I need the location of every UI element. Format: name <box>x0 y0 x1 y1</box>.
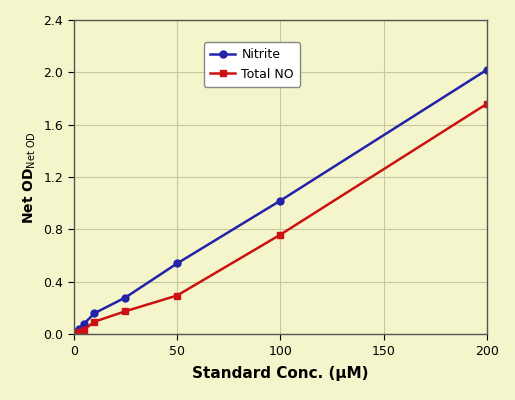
Total NO <box>73 330 79 335</box>
Total NO <box>81 327 87 332</box>
Nitrite <box>81 321 87 326</box>
Total NO <box>277 232 283 237</box>
Legend: Nitrite, Total NO: Nitrite, Total NO <box>204 42 300 87</box>
Total NO <box>76 329 82 334</box>
Line: Nitrite: Nitrite <box>71 66 490 338</box>
Total NO <box>91 319 97 324</box>
Total NO <box>174 293 180 298</box>
Total NO <box>484 102 490 106</box>
Nitrite <box>484 68 490 72</box>
Y-axis label: Net OD$_{\mathrm{Net\ OD}}$: Net OD$_{\mathrm{Net\ OD}}$ <box>22 131 38 224</box>
Nitrite <box>123 295 129 300</box>
X-axis label: Standard Conc. (μM): Standard Conc. (μM) <box>192 366 369 381</box>
Total NO <box>71 332 77 336</box>
Total NO <box>123 309 129 314</box>
Nitrite <box>76 326 82 331</box>
Nitrite <box>73 329 79 334</box>
Line: Total NO: Total NO <box>71 100 490 338</box>
Nitrite <box>174 261 180 266</box>
Nitrite <box>277 198 283 203</box>
Nitrite <box>71 332 77 336</box>
Nitrite <box>91 311 97 316</box>
